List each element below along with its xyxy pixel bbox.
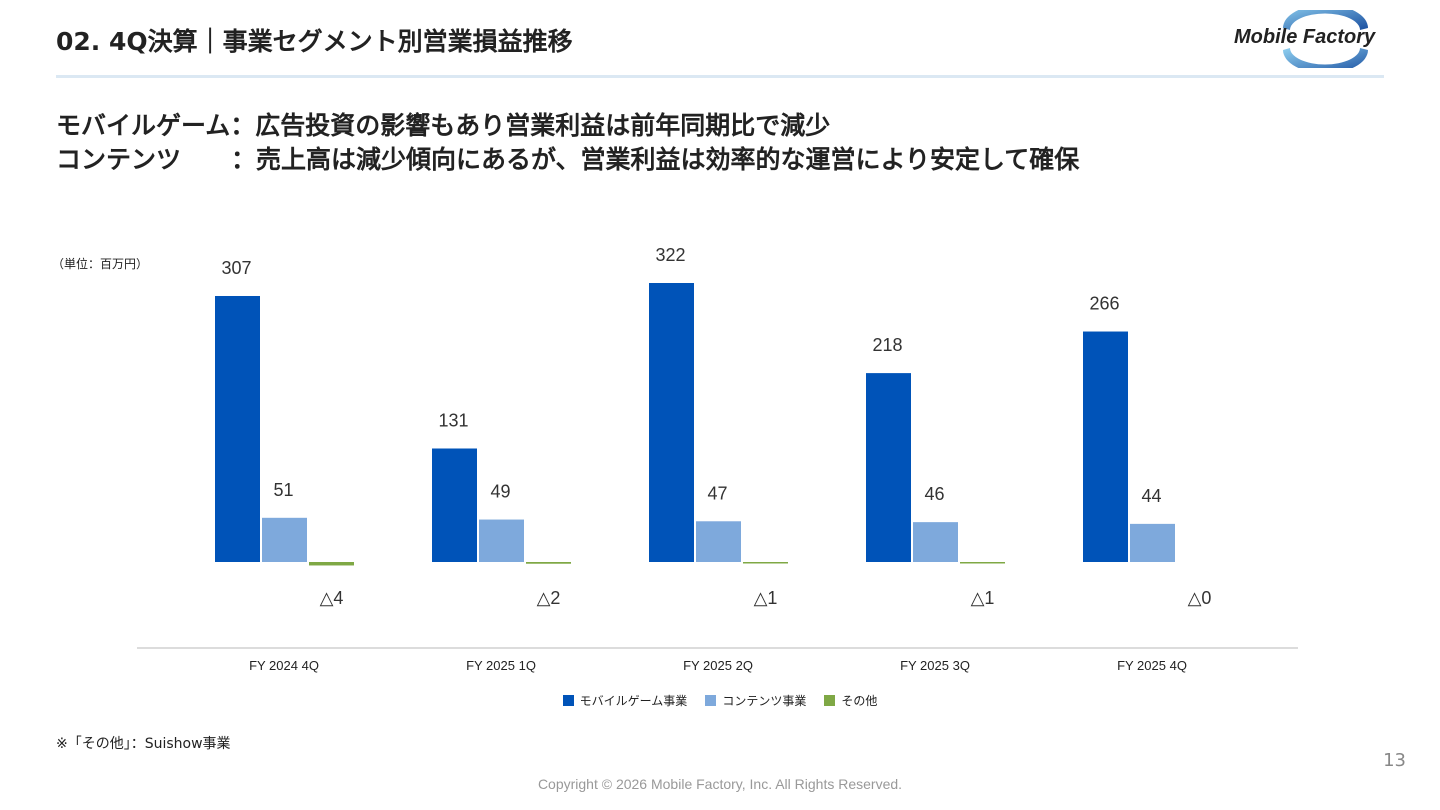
data-label: 47 [707,483,727,503]
data-label: △4 [320,588,344,608]
data-label: 49 [490,482,510,502]
bar [696,521,741,562]
legend-label: モバイルゲーム事業 [579,694,688,708]
x-tick-label: FY 2025 4Q [1117,658,1187,673]
bar [960,562,1005,564]
data-label: △1 [971,588,995,608]
bar [649,283,694,562]
logo-text: Mobile Factory [1234,26,1376,48]
legend-label: その他 [841,694,878,708]
data-label: 51 [273,480,293,500]
legend-swatch [824,695,836,706]
data-label: 322 [655,245,685,265]
bar [1130,523,1175,562]
headline-mobile-game: モバイルゲーム：広告投資の影響もあり営業利益は前年同期比で減少 [56,111,831,140]
page-number: 13 [1383,750,1406,771]
copyright: Copyright © 2026 Mobile Factory, Inc. Al… [537,776,903,792]
data-label: 46 [924,484,944,504]
data-label: 307 [221,258,251,278]
legend-swatch [562,695,574,706]
bar [262,517,307,562]
legend-item-other: その他 [824,692,877,709]
bar [309,562,354,566]
bar [913,522,958,562]
data-label: △0 [1188,588,1212,608]
chart-legend: モバイルゲーム事業 コンテンツ事業 その他 [0,692,1440,709]
bar [866,373,911,562]
legend-swatch [705,695,717,706]
page-title: 02. 4Q決算｜事業セグメント別営業損益推移 [56,27,573,56]
bar [215,295,260,562]
bar [1083,331,1128,562]
data-label: 44 [1141,486,1161,506]
header-divider [56,75,1384,78]
x-tick-label: FY 2024 4Q [249,658,319,673]
x-tick-label: FY 2025 3Q [900,658,970,673]
footnote: ※「その他」：Suishow事業 [56,736,231,752]
legend-label: コンテンツ事業 [722,694,807,708]
bar [743,562,788,564]
x-tick-label: FY 2025 2Q [683,658,753,673]
legend-item-mobile-game: モバイルゲーム事業 [562,692,688,709]
data-label: 218 [872,335,902,355]
headline-contents: コンテンツ ：売上高は減少傾向にあるが、営業利益は効率的な運営により安定して確保 [56,145,1080,174]
data-label: △2 [537,588,561,608]
bar [479,519,524,562]
bar [526,562,571,564]
data-label: △1 [754,588,778,608]
company-logo: Mobile Factory [1228,4,1388,74]
x-tick-label: FY 2025 1Q [466,658,536,673]
data-label: 266 [1089,294,1119,314]
bar [432,448,477,562]
data-label: 131 [438,410,468,430]
unit-label: （単位：百万円） [52,257,149,271]
logo-swoosh-icon [1283,4,1368,74]
legend-item-contents: コンテンツ事業 [705,692,806,709]
